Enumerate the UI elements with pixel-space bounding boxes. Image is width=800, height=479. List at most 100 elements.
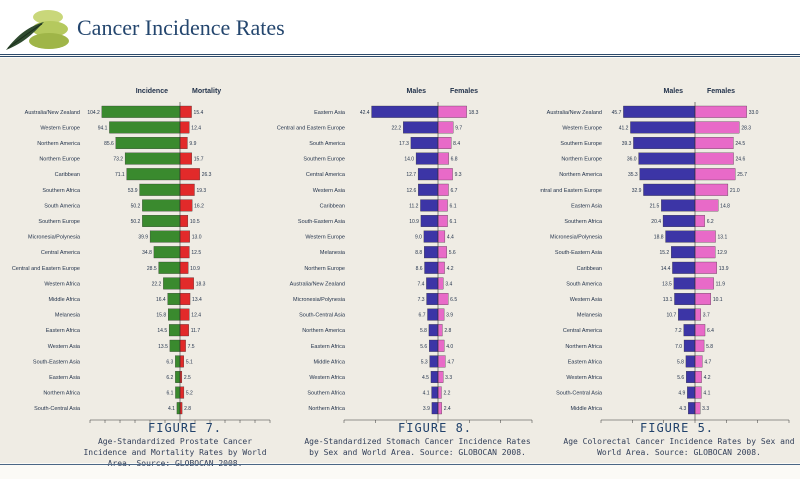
data-label: 12.9 — [717, 250, 727, 256]
bar-males — [420, 215, 439, 227]
prostate-cancer-chart: Incidence Mortality Australia/New Zealand 1… — [12, 88, 271, 423]
data-label: 4.0 — [446, 344, 453, 350]
figure-5-caption: Age Colorectal Cancer Incidence Rates by… — [563, 437, 795, 457]
category-label: Western Europe — [562, 125, 602, 131]
data-label: 21.5 — [650, 203, 660, 209]
data-label: 14.0 — [404, 157, 414, 163]
bar-males — [639, 168, 696, 181]
data-label: 2.2 — [443, 391, 450, 397]
category-label: Western Asia — [48, 344, 81, 350]
category-label: Eastern Asia — [49, 375, 81, 381]
data-label: 85.6 — [104, 141, 114, 147]
category-label: Australia/New Zealand — [290, 281, 345, 287]
bar-males — [662, 215, 696, 227]
data-label: 3.9 — [423, 406, 430, 412]
bar-females — [437, 168, 453, 181]
data-label: 8.4 — [453, 141, 460, 147]
data-label: 35.3 — [628, 172, 638, 178]
data-label: 28.3 — [741, 125, 751, 131]
bar-mortality — [179, 215, 189, 227]
category-label: Northern America — [559, 172, 603, 178]
bar-females — [694, 121, 740, 134]
data-label: 4.9 — [678, 391, 685, 397]
data-label: 4.7 — [447, 359, 454, 365]
bar-males — [685, 355, 696, 368]
data-label: 13.4 — [192, 297, 202, 303]
data-label: 5.1 — [186, 359, 193, 365]
bar-females — [694, 308, 701, 321]
data-label: 11.7 — [191, 328, 201, 334]
right-header: Mortality — [192, 88, 221, 95]
data-label: 53.9 — [128, 188, 138, 194]
data-label: 5.2 — [186, 391, 193, 397]
bar-males — [671, 246, 696, 259]
category-label: Eastern Africa — [568, 359, 603, 365]
bar-mortality — [179, 277, 194, 290]
data-label: 3.3 — [702, 406, 709, 412]
bar-males — [427, 308, 439, 321]
header-rule-2 — [0, 56, 800, 57]
data-label: 5.8 — [420, 328, 427, 334]
bar-females — [437, 215, 448, 227]
data-label: 7.2 — [675, 328, 682, 334]
data-label: 7.4 — [417, 281, 424, 287]
data-label: 26.3 — [202, 172, 212, 178]
colorectal-cancer-chart: Males Females Australia/New Zealand 45.7 33.… — [540, 88, 790, 423]
bar-females — [437, 261, 445, 274]
bar-females — [694, 371, 702, 383]
data-label: 8.8 — [415, 250, 422, 256]
category-label: Melanesia — [577, 313, 603, 319]
category-label: South-Central Asia — [299, 313, 346, 319]
bar-incidence — [124, 152, 181, 165]
data-label: 11.2 — [409, 203, 419, 209]
data-label: 7.5 — [188, 344, 195, 350]
bar-males — [431, 402, 439, 415]
bar-males — [424, 246, 439, 259]
bar-males — [415, 152, 439, 165]
data-label: 2.4 — [444, 406, 451, 412]
bar-females — [694, 246, 716, 259]
category-label: Western Africa — [309, 375, 346, 381]
data-label: 3.9 — [446, 313, 453, 319]
data-label: 25.7 — [737, 172, 747, 178]
page-title: Cancer Incidence Rates — [77, 15, 285, 40]
data-label: 9.9 — [189, 141, 196, 147]
bar-females — [437, 293, 449, 305]
data-label: 22.2 — [391, 125, 401, 131]
bar-females — [437, 371, 444, 383]
data-label: 4.3 — [679, 406, 686, 412]
data-label: 50.2 — [131, 219, 141, 225]
category-label: Western Europe — [40, 125, 80, 131]
category-label: Micronesia/Polynesia — [550, 235, 603, 241]
stomach-cancer-chart: Males Females Eastern Asia 42.4 18.3 Central … — [277, 88, 533, 423]
category-label: Middle Africa — [571, 406, 603, 412]
bar-mortality — [179, 324, 189, 337]
category-label: Caribbean — [577, 266, 602, 272]
category-label: Micronesia/Polynesia — [28, 235, 81, 241]
category-label: Western Asia — [313, 188, 346, 194]
data-label: 10.5 — [190, 219, 200, 225]
bar-females — [437, 246, 447, 259]
data-label: 5.8 — [706, 344, 713, 350]
data-label: 5.6 — [449, 250, 456, 256]
data-label: 8.6 — [416, 266, 423, 272]
bar-females — [694, 215, 705, 227]
bar-females — [437, 386, 442, 399]
category-label: South America — [44, 203, 81, 209]
bar-males — [429, 339, 439, 352]
bar-males — [418, 183, 439, 196]
data-label: 73.2 — [113, 157, 123, 163]
bar-mortality — [179, 152, 192, 165]
bar-females — [694, 277, 714, 290]
category-label: Australia/New Zealand — [25, 110, 80, 116]
bar-males — [687, 386, 696, 399]
bar-incidence — [142, 199, 181, 212]
data-label: 12.5 — [191, 250, 201, 256]
bar-mortality — [179, 308, 190, 321]
bar-females — [694, 105, 747, 118]
data-label: 4.1 — [703, 391, 710, 397]
bar-males — [633, 137, 696, 149]
data-label: 6.5 — [450, 297, 457, 303]
data-label: 4.1 — [423, 391, 430, 397]
left-header: Males — [664, 88, 684, 95]
